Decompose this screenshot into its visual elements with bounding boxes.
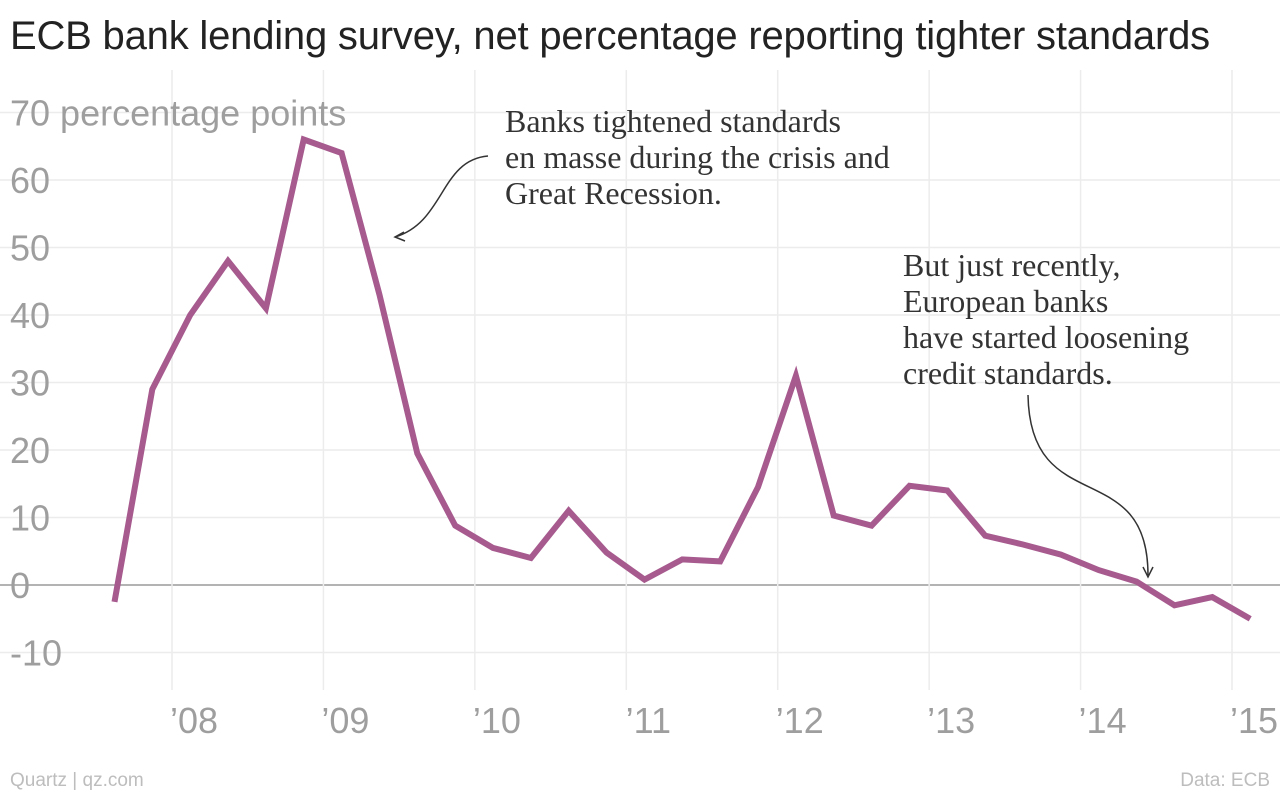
annotation-line: credit standards. <box>903 355 1113 391</box>
series-line <box>111 135 1252 622</box>
arrow-head <box>393 231 406 242</box>
grid-lines <box>0 70 1280 690</box>
y-tick-label: 30 <box>10 363 50 404</box>
annotation-arrow <box>1027 394 1149 576</box>
x-tick-label: ’12 <box>776 700 824 741</box>
y-tick-label: 0 <box>10 565 30 606</box>
annotation-line: European banks <box>903 283 1108 319</box>
y-axis-ticks: 70 percentage points 60 50 40 30 20 10 0 -10 <box>10 93 346 674</box>
y-tick-label: 60 <box>10 160 50 201</box>
annotation-line: But just recently, <box>903 247 1120 283</box>
annotation-arrow <box>394 155 489 238</box>
annotation-arrows <box>393 155 1154 579</box>
arrow-head <box>1142 566 1154 579</box>
y-tick-label: 10 <box>10 498 50 539</box>
annotation-line: have started loosening <box>903 319 1189 355</box>
y-tick-label: 40 <box>10 295 50 336</box>
y-tick-label: 50 <box>10 228 50 269</box>
footer-source: Data: ECB <box>1180 770 1270 791</box>
x-axis-ticks: ’08 ’09 ’10 ’11 ’12 ’13 ’14 ’15 <box>170 700 1278 741</box>
x-tick-label: ’09 <box>321 700 369 741</box>
x-tick-label: ’11 <box>626 700 671 741</box>
annotation-line: Banks tightened standards <box>505 103 841 139</box>
footer-credit: Quartz | qz.com <box>10 770 144 791</box>
annotation-line: en masse during the crisis and <box>505 139 890 175</box>
x-tick-label: ’13 <box>927 700 975 741</box>
annotation-text: But just recently, European banks have sta… <box>903 247 1189 391</box>
x-tick-label: ’15 <box>1230 700 1278 741</box>
annotation-line: Great Recession. <box>505 175 722 211</box>
annotations: Banks tightened standards en masse during… <box>505 103 1189 391</box>
y-tick-label: -10 <box>10 633 62 674</box>
y-tick-label: 20 <box>10 430 50 471</box>
x-tick-label: ’08 <box>170 700 218 741</box>
y-tick-label: 70 percentage points <box>10 93 346 134</box>
x-tick-label: ’10 <box>473 700 521 741</box>
y-axis-label: percentage points <box>60 93 346 134</box>
data-series <box>111 135 1252 622</box>
x-tick-label: ’14 <box>1079 700 1127 741</box>
chart-title: ECB bank lending survey, net percentage … <box>10 14 1210 58</box>
annotation-text: Banks tightened standards en masse during… <box>505 103 890 211</box>
